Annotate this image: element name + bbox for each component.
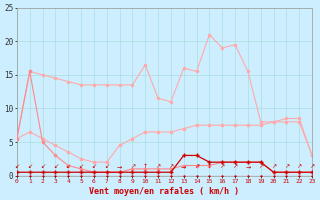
X-axis label: Vent moyen/en rafales ( km/h ): Vent moyen/en rafales ( km/h ) [90, 187, 239, 196]
